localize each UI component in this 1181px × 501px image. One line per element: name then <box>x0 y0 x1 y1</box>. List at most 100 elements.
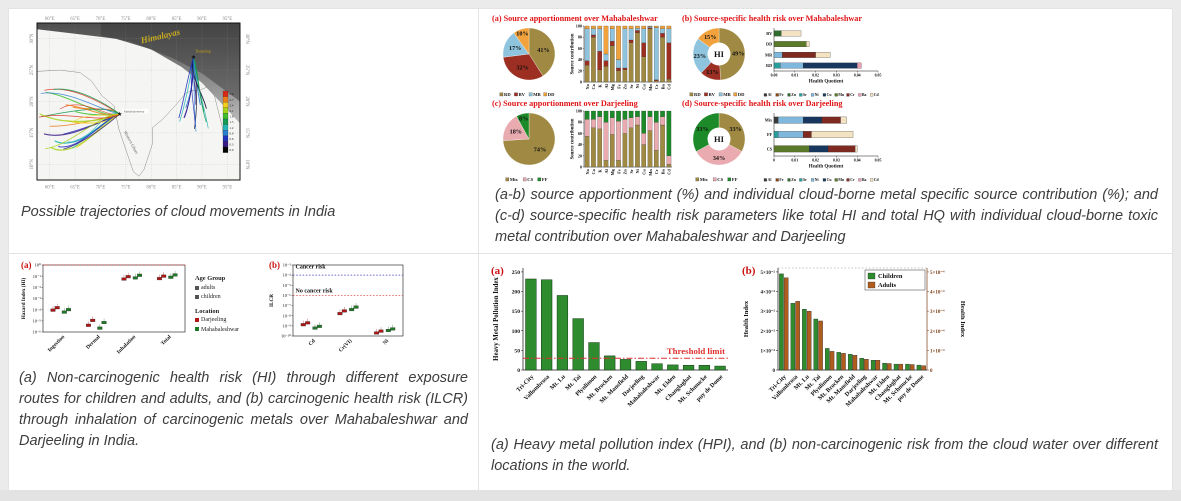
svg-text:0.6: 0.6 <box>230 137 234 141</box>
svg-text:100: 100 <box>576 109 582 114</box>
svg-text:Mahabaleshwar: Mahabaleshwar <box>124 109 146 113</box>
svg-text:(b): (b) <box>269 260 280 270</box>
svg-text:CS: CS <box>767 146 773 151</box>
svg-text:K: K <box>598 84 603 88</box>
svg-text:Ba: Ba <box>862 178 867 182</box>
svg-text:FF: FF <box>767 132 773 137</box>
svg-text:Zn: Zn <box>623 84 628 90</box>
svg-text:200: 200 <box>512 290 521 296</box>
svg-text:1.2: 1.2 <box>230 126 234 130</box>
svg-text:10⁻⁹: 10⁻⁹ <box>283 323 292 328</box>
svg-text:33%: 33% <box>696 126 708 133</box>
svg-text:10⁻¹⁰: 10⁻¹⁰ <box>281 334 291 339</box>
svg-text:Ca: Ca <box>591 83 596 89</box>
svg-text:0.02: 0.02 <box>812 74 819 78</box>
svg-text:4×10⁻²: 4×10⁻² <box>761 290 776 296</box>
svg-text:Sr: Sr <box>629 169 634 173</box>
bar-chart-hpi: 0 50 100 150 200 250 Heavy Metal Pollution Ind… <box>491 265 728 409</box>
svg-text:30°N: 30°N <box>30 33 35 44</box>
article-figure-table: ★ ★ Himalayas Darjeeling Mahabaleshwar Wester… <box>8 8 1173 491</box>
svg-text:10°N: 10°N <box>30 159 35 170</box>
svg-text:20°N: 20°N <box>30 96 35 107</box>
svg-text:80°E: 80°E <box>146 186 156 191</box>
caption-apportionment: (a-b) source apportionment (%) and indiv… <box>495 187 1158 246</box>
svg-text:MR: MR <box>533 92 541 97</box>
svg-text:5×10⁻²: 5×10⁻² <box>761 270 776 276</box>
svg-text:1×10⁻²: 1×10⁻² <box>761 348 776 354</box>
svg-text:DD: DD <box>548 92 555 97</box>
pie-chart-mahabaleshwar-apportionment: 41% 32% 17% 10% RD BV MR DD <box>499 27 556 97</box>
svg-text:Al: Al <box>604 83 609 88</box>
svg-text:HI: HI <box>714 49 725 59</box>
svg-text:25°N: 25°N <box>244 65 249 76</box>
svg-text:13%: 13% <box>706 69 718 76</box>
svg-text:K: K <box>598 169 603 173</box>
svg-text:Fe: Fe <box>616 84 621 89</box>
svg-text:2×10⁻²: 2×10⁻² <box>761 329 776 335</box>
svg-text:Ni: Ni <box>815 93 819 97</box>
svg-text:Cr: Cr <box>654 169 659 174</box>
svg-text:Cd: Cd <box>667 169 672 175</box>
scatter-hazard-index: 10⁰ 10⁻¹ 10⁻² 10⁻³ 10⁻⁴ 10⁻⁵ 10⁻⁶ Hazard Index … <box>20 260 186 355</box>
svg-text:80: 80 <box>578 35 582 40</box>
svg-text:40: 40 <box>578 142 582 147</box>
svg-text:Na: Na <box>585 168 590 174</box>
svg-text:Mg: Mg <box>610 168 615 175</box>
svg-text:5×10⁻⁴: 5×10⁻⁴ <box>930 270 945 276</box>
svg-text:10⁻¹: 10⁻¹ <box>33 274 42 279</box>
panel-c-title: (c) Source apportionment over Darjeeling <box>492 99 638 108</box>
svg-text:0.04: 0.04 <box>854 74 861 78</box>
svg-text:Ingestion: Ingestion <box>47 334 66 353</box>
svg-text:Mix: Mix <box>510 177 519 182</box>
svg-text:Sr: Sr <box>629 84 634 88</box>
svg-text:10⁻⁶: 10⁻⁶ <box>33 330 42 335</box>
svg-text:No cancer risk: No cancer risk <box>296 289 334 295</box>
svg-text:Fe: Fe <box>779 178 783 182</box>
svg-text:2.1: 2.1 <box>230 109 234 113</box>
svg-text:90°E: 90°E <box>197 186 207 191</box>
svg-text:1×10⁻⁴: 1×10⁻⁴ <box>930 348 945 354</box>
svg-text:Source contribution: Source contribution <box>571 33 576 74</box>
svg-text:HI: HI <box>714 134 725 144</box>
caption-risk: (a) Non-carcinogenic health risk (HI) th… <box>19 370 468 450</box>
svg-text:Cancer risk: Cancer risk <box>296 265 327 271</box>
cell-source-apportionment: (a) Source apportionment over Mahabalesh… <box>479 9 1173 254</box>
svg-text:10⁻³: 10⁻³ <box>283 263 292 268</box>
svg-text:Cr: Cr <box>850 178 855 182</box>
svg-text:250: 250 <box>512 270 521 276</box>
svg-text:Ni: Ni <box>815 178 819 182</box>
svg-text:85°E: 85°E <box>172 17 182 22</box>
svg-text:Cu: Cu <box>827 178 833 182</box>
svg-text:17%: 17% <box>509 45 521 52</box>
svg-text:Hazard Index (HI): Hazard Index (HI) <box>20 277 27 319</box>
svg-text:60°E: 60°E <box>45 186 55 191</box>
svg-text:Cr: Cr <box>654 84 659 89</box>
svg-text:10⁻⁵: 10⁻⁵ <box>283 283 292 288</box>
svg-text:0.02: 0.02 <box>812 159 819 163</box>
svg-text:23%: 23% <box>694 53 706 60</box>
svg-text:15%: 15% <box>704 34 716 41</box>
svg-text:RD: RD <box>766 63 772 68</box>
scatter-legend: Age Group adults children Location Darjeelin… <box>195 275 239 333</box>
svg-text:Children: Children <box>878 273 903 280</box>
svg-text:Zn: Zn <box>623 169 628 175</box>
svg-text:Ni: Ni <box>635 83 640 88</box>
svg-text:Ni: Ni <box>382 338 390 346</box>
svg-text:10⁻²: 10⁻² <box>33 285 42 290</box>
svg-text:(a): (a) <box>491 265 504 277</box>
svg-text:40: 40 <box>578 57 582 62</box>
svg-text:65°E: 65°E <box>70 17 80 22</box>
cell-hpi: 0 50 100 150 200 250 Heavy Metal Pollution Ind… <box>479 254 1173 491</box>
svg-text:10°N: 10°N <box>244 159 249 170</box>
svg-text:60: 60 <box>578 131 582 136</box>
scatter-ilcr: 10⁻³ 10⁻⁴ 10⁻⁵ 10⁻⁶ 10⁻⁷ 10⁻⁸ 10⁻⁹ 10⁻¹⁰ ILCR Can… <box>269 260 404 354</box>
svg-text:Cu: Cu <box>642 169 647 175</box>
svg-text:0.9: 0.9 <box>230 131 234 135</box>
panel-a: (a) Source apportionment over Mahabalesh… <box>489 13 679 98</box>
svg-text:(a): (a) <box>21 260 32 270</box>
svg-text:Cd: Cd <box>874 178 880 182</box>
svg-text:3×10⁻²: 3×10⁻² <box>761 309 776 315</box>
svg-text:2×10⁻⁴: 2×10⁻⁴ <box>930 329 945 335</box>
panel-b-title: (b) Source-specific health risk over Mah… <box>682 14 863 23</box>
svg-text:Ni: Ni <box>635 168 640 173</box>
